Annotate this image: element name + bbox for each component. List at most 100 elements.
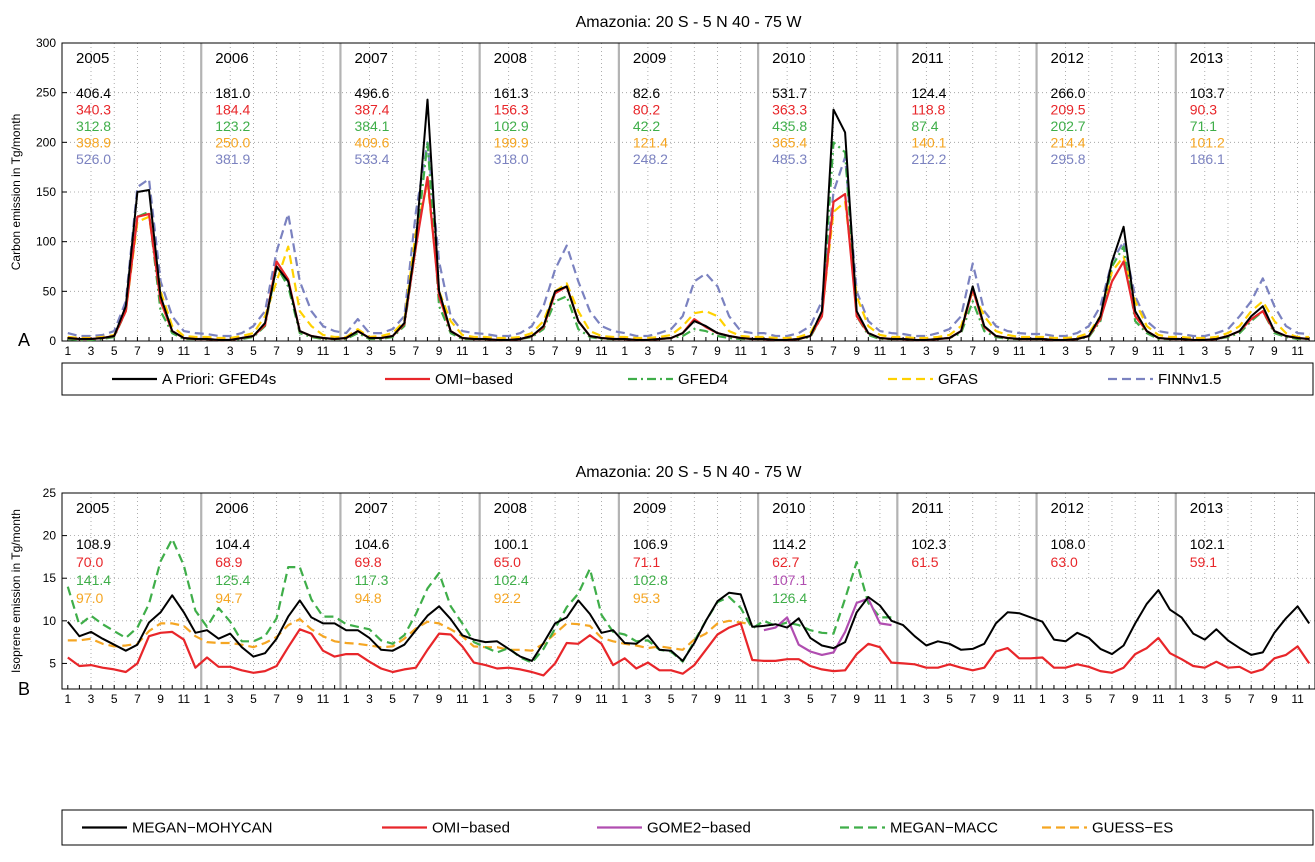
y-tick-label: 10 xyxy=(43,614,57,628)
legend-label: GOME2−based xyxy=(647,820,751,837)
annual-total: 340.3 xyxy=(76,102,111,118)
year-label: 2010 xyxy=(772,500,805,517)
x-tick-label: 3 xyxy=(923,692,930,706)
annual-total: 70.0 xyxy=(76,554,103,570)
x-tick-label: 9 xyxy=(853,344,860,358)
x-tick-label: 9 xyxy=(714,344,721,358)
x-tick-label: 1 xyxy=(343,344,350,358)
annual-total: 100.1 xyxy=(494,536,529,552)
annual-total: 140.1 xyxy=(911,135,946,151)
x-tick-label: 5 xyxy=(1225,344,1232,358)
annual-total: 104.4 xyxy=(215,536,250,552)
x-tick-label: 9 xyxy=(296,692,303,706)
year-label: 2013 xyxy=(1190,50,1223,67)
annual-total: 62.7 xyxy=(772,554,799,570)
y-tick-label: 250 xyxy=(36,86,56,100)
panel-label: B xyxy=(18,679,30,699)
legend-label: OMI−based xyxy=(435,371,513,388)
year-label: 2009 xyxy=(633,50,666,67)
x-tick-label: 7 xyxy=(552,344,559,358)
x-tick-label: 7 xyxy=(552,692,559,706)
annual-total: 118.8 xyxy=(911,102,945,118)
annual-total: 212.2 xyxy=(911,151,946,167)
annual-total: 398.9 xyxy=(76,135,111,151)
x-tick-label: 9 xyxy=(993,692,1000,706)
annual-total: 90.3 xyxy=(1190,102,1217,118)
year-label: 2005 xyxy=(76,500,109,517)
annual-total: 209.5 xyxy=(1051,102,1086,118)
x-tick-label: 9 xyxy=(575,692,582,706)
x-tick-label: 9 xyxy=(993,344,1000,358)
x-tick-label: 11 xyxy=(456,692,469,706)
annual-total: 106.9 xyxy=(633,536,668,552)
annual-total: 94.8 xyxy=(354,590,381,606)
x-tick-label: 11 xyxy=(178,692,191,706)
annual-total: 181.0 xyxy=(215,85,250,101)
chart-title: Amazonia: 20 S - 5 N 40 - 75 W xyxy=(576,464,803,481)
plot-frame xyxy=(61,492,1315,690)
x-tick-label: 5 xyxy=(946,692,953,706)
annual-total: 156.3 xyxy=(494,102,529,118)
y-tick-label: 50 xyxy=(43,284,57,298)
x-tick-label: 5 xyxy=(111,344,118,358)
series-line xyxy=(67,589,1311,662)
x-tick-label: 9 xyxy=(436,344,443,358)
x-tick-label: 1 xyxy=(1039,344,1046,358)
x-tick-label: 9 xyxy=(157,692,164,706)
x-tick-label: 11 xyxy=(1013,344,1026,358)
annual-total: 92.2 xyxy=(494,590,521,606)
annual-total: 102.9 xyxy=(494,118,529,134)
annual-total: 108.9 xyxy=(76,536,111,552)
y-tick-label: 0 xyxy=(49,334,56,348)
annual-total: 312.8 xyxy=(76,118,111,134)
year-label: 2013 xyxy=(1190,500,1223,517)
x-tick-label: 7 xyxy=(691,692,698,706)
annual-total: 365.4 xyxy=(772,135,807,151)
chart-title: Amazonia: 20 S - 5 N 40 - 75 W xyxy=(576,14,803,31)
x-tick-label: 1 xyxy=(343,692,350,706)
y-axis-label: Isoprene emission in Tg/month xyxy=(9,509,23,673)
x-tick-label: 9 xyxy=(1271,344,1278,358)
annual-total: 65.0 xyxy=(494,554,521,570)
legend-box xyxy=(61,362,1314,396)
legend-label: A Priori: GFED4s xyxy=(162,371,276,388)
x-tick-label: 5 xyxy=(389,692,396,706)
year-label: 2010 xyxy=(772,50,805,67)
annual-total: 406.4 xyxy=(76,85,111,101)
x-tick-label: 11 xyxy=(734,344,747,358)
x-tick-label: 5 xyxy=(529,344,536,358)
x-tick-label: 11 xyxy=(317,692,330,706)
annual-total: 531.7 xyxy=(772,85,807,101)
x-tick-label: 7 xyxy=(134,692,141,706)
x-tick-label: 5 xyxy=(668,344,675,358)
y-tick-label: 200 xyxy=(36,135,56,149)
x-tick-label: 3 xyxy=(88,692,95,706)
annual-total: 71.1 xyxy=(1190,118,1217,134)
x-tick-label: 3 xyxy=(227,692,234,706)
x-tick-label: 9 xyxy=(853,692,860,706)
annual-total: 266.0 xyxy=(1051,85,1086,101)
annual-total: 61.5 xyxy=(911,554,938,570)
year-label: 2008 xyxy=(494,500,527,517)
x-tick-label: 7 xyxy=(413,692,420,706)
series-line xyxy=(67,141,1310,338)
annual-total: 102.1 xyxy=(1190,536,1225,552)
x-tick-label: 7 xyxy=(1248,344,1255,358)
x-tick-label: 5 xyxy=(807,692,814,706)
year-label: 2008 xyxy=(494,50,527,67)
year-label: 2007 xyxy=(354,50,387,67)
x-tick-label: 7 xyxy=(1109,344,1116,358)
annual-total: 248.2 xyxy=(633,151,668,167)
annual-total: 107.1 xyxy=(772,572,807,588)
annual-total: 384.1 xyxy=(354,118,389,134)
annual-total: 63.0 xyxy=(1051,554,1078,570)
x-tick-label: 1 xyxy=(64,692,71,706)
annual-total: 102.8 xyxy=(633,572,668,588)
annual-total: 199.9 xyxy=(494,135,529,151)
annual-total: 126.4 xyxy=(772,590,807,606)
x-tick-label: 3 xyxy=(645,344,652,358)
annual-total: 526.0 xyxy=(76,151,111,167)
year-label: 2006 xyxy=(215,50,248,67)
x-tick-label: 9 xyxy=(1132,692,1139,706)
annual-total: 108.0 xyxy=(1051,536,1086,552)
